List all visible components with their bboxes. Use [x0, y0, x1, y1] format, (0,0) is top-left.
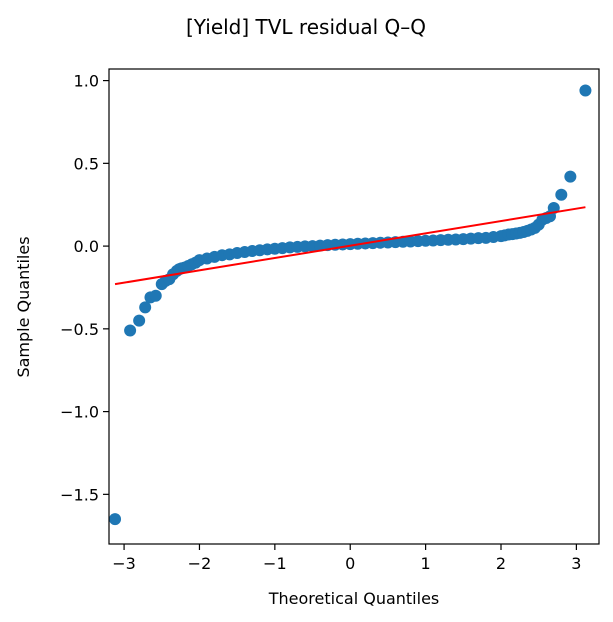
y-tick-label: 0.5 [74, 154, 99, 173]
y-tick-label: −1.0 [60, 403, 99, 422]
points-layer [109, 84, 592, 526]
chart-title: [Yield] TVL residual Q–Q [186, 15, 426, 39]
data-point [579, 84, 592, 97]
data-point [139, 301, 152, 314]
data-point [109, 513, 122, 526]
y-tick-label: 1.0 [74, 72, 99, 91]
y-tick-label: −0.5 [60, 320, 99, 339]
reference-line [114, 206, 586, 286]
axes-layer: −3 −2 −1 0 1 2 3 −1.5 −1.0 −0.5 0.0 0.5 1.0 [60, 72, 581, 573]
y-tick-label: −1.5 [60, 485, 99, 504]
x-axis-label: Theoretical Quantiles [268, 589, 440, 608]
data-point [124, 324, 137, 337]
data-point [555, 188, 568, 201]
x-tick-label: 0 [345, 554, 355, 573]
x-tick-label: 2 [496, 554, 506, 573]
data-point [133, 314, 146, 327]
plot-frame [108, 68, 600, 545]
x-tick-label: 3 [571, 554, 581, 573]
x-tick-label: −2 [188, 554, 212, 573]
x-tick-label: 1 [421, 554, 431, 573]
y-axis-label: Sample Quantiles [14, 236, 33, 377]
y-tick-label: 0.0 [74, 237, 99, 256]
x-tick-label: −3 [112, 554, 136, 573]
data-point [149, 289, 162, 302]
x-tick-label: −1 [263, 554, 287, 573]
reference-line-layer [114, 206, 586, 286]
data-point [564, 170, 577, 183]
